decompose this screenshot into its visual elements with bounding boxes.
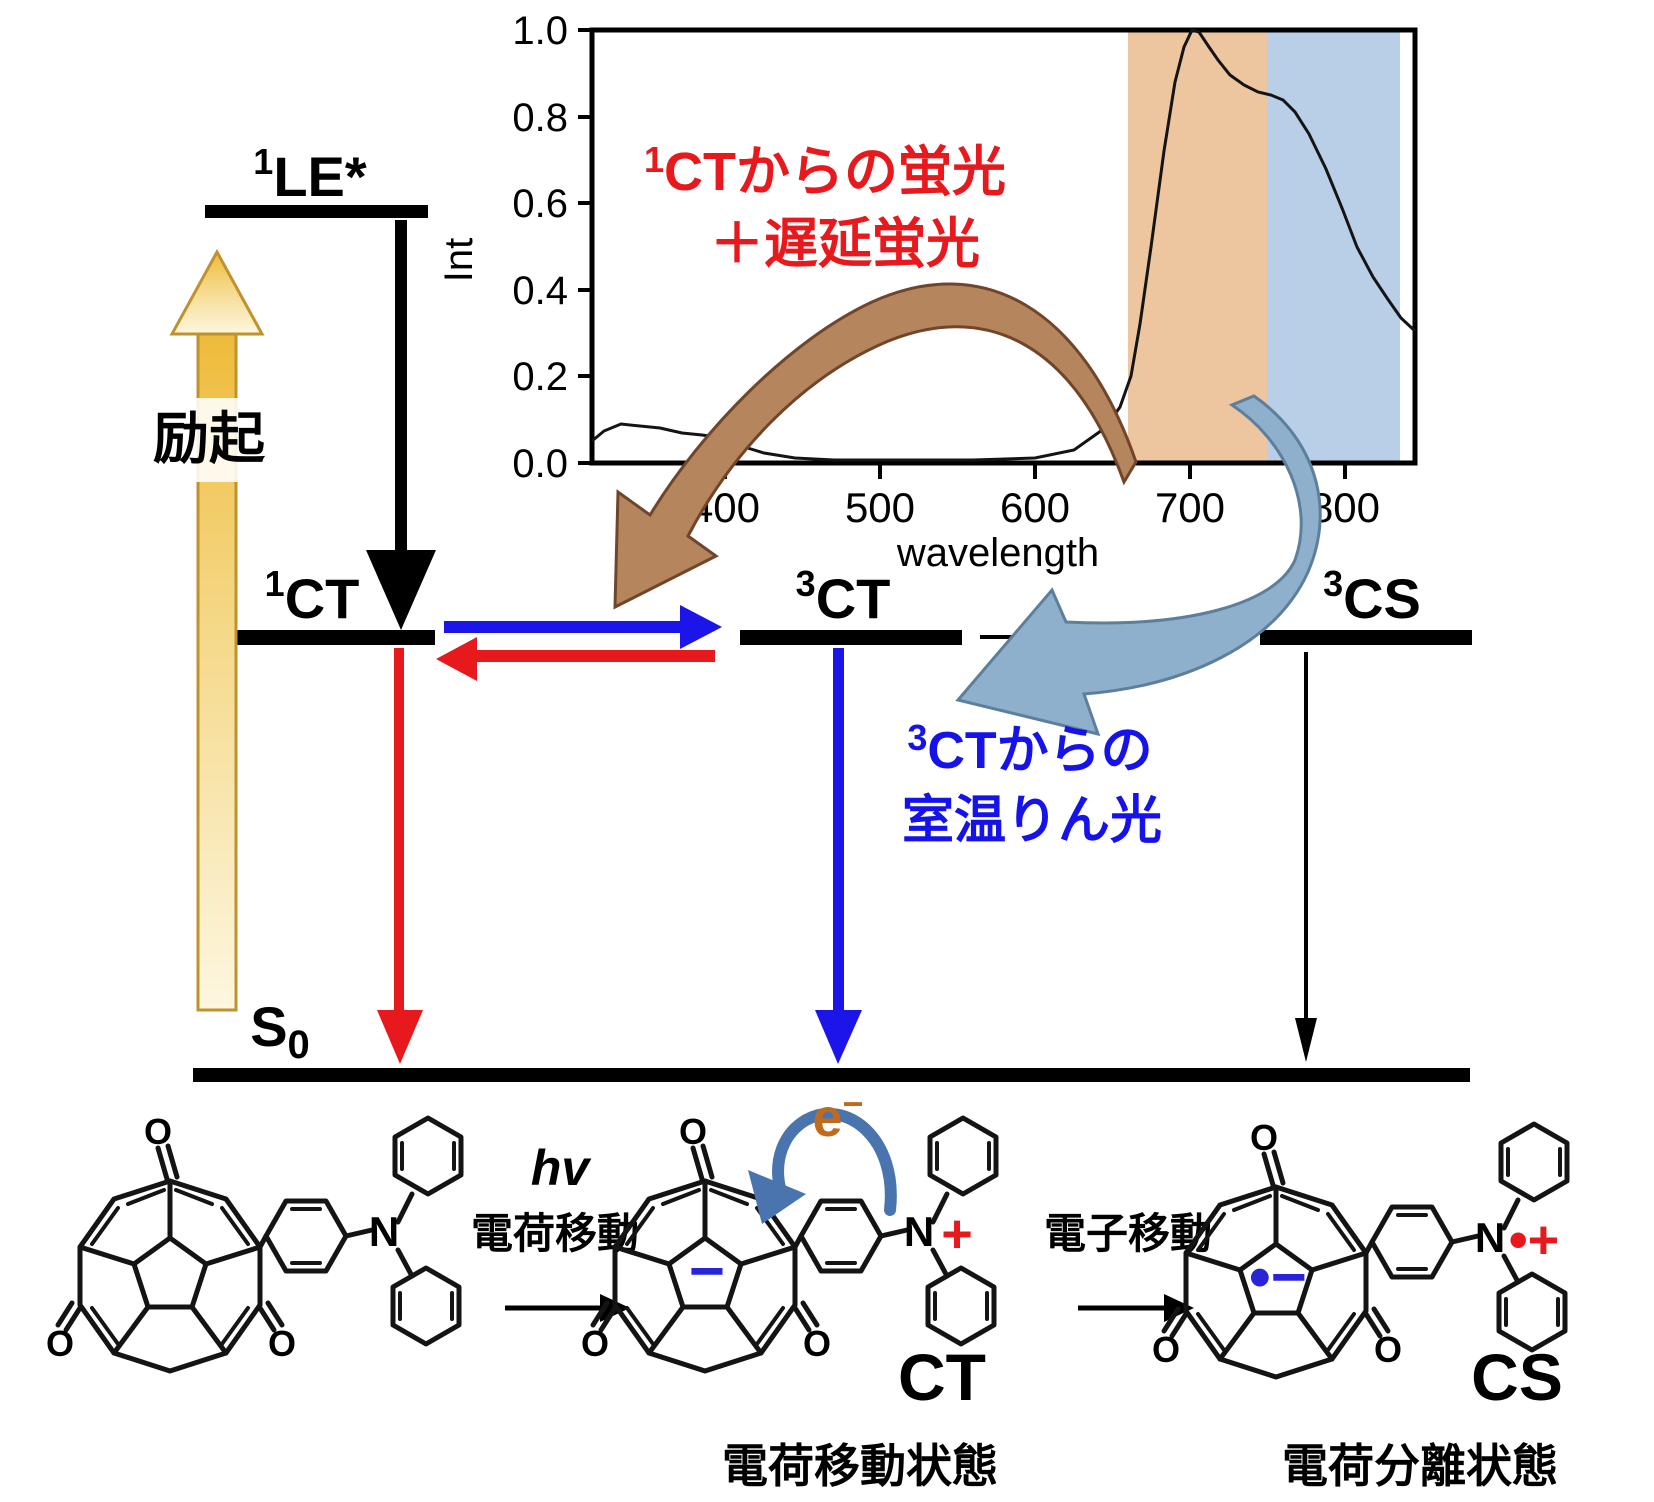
oxygen-atom-label: O (268, 1323, 296, 1364)
emission-spectrum-inset: 1.0 0.8 0.6 0.4 0.2 0.0 400 500 600 700 … (437, 9, 1418, 575)
level-label-s0: S0 (250, 995, 310, 1067)
oxygen-atom-label: O (679, 1111, 707, 1152)
molecule-ct-skeleton (593, 1118, 996, 1371)
negative-charge-label: − (689, 1237, 725, 1306)
y-tick-label: 0.2 (512, 355, 568, 399)
oxygen-atom-label: O (1152, 1329, 1180, 1370)
radical-cation-label: •+ (1509, 1210, 1559, 1270)
ic-arrow-shaft (395, 220, 407, 556)
level-label-3cs: 3CS (1323, 563, 1421, 630)
phosphorescence-arrow (815, 648, 862, 1064)
radical-anion-label: •− (1249, 1243, 1307, 1312)
molecule-cs-state: O O O N •− •+ CS 電荷分離状態 (1152, 1117, 1567, 1492)
risc-arrow-shaft (477, 650, 715, 662)
molecule-ct-state: O O O N − + e− CT 電荷移動状態 (581, 1083, 998, 1492)
level-label-1ct: 1CT (265, 563, 360, 630)
y-axis-ticks: 1.0 0.8 0.6 0.4 0.2 0.0 (512, 9, 592, 486)
electron-transfer-arc-head (748, 1170, 806, 1224)
risc-arrow (436, 637, 715, 681)
excitation-arrow-head (169, 248, 265, 336)
x-axis-title: wavelength (896, 531, 1099, 575)
phosphorescence-arrow-head (815, 1010, 862, 1064)
oxygen-atom-label: O (1250, 1117, 1278, 1158)
electron-label: e− (812, 1083, 863, 1148)
x-tick-label: 600 (1000, 484, 1070, 531)
nitrogen-atom-label: N (904, 1208, 934, 1255)
electron-transfer-arc (772, 1108, 897, 1216)
y-tick-label: 1.0 (512, 9, 568, 53)
ic-arrow-head (366, 550, 436, 630)
level-line-3cs (1260, 630, 1472, 645)
phosphorescence-note-line2: 室温りん光 (902, 792, 1162, 850)
level-line-s0 (193, 1068, 1470, 1082)
positive-charge-label: + (941, 1204, 973, 1264)
electron-transfer-label: 電子移動 (1044, 1210, 1212, 1257)
y-tick-label: 0.0 (512, 442, 568, 486)
level-label-3ct: 3CT (796, 563, 891, 630)
reaction-scheme: O O O N hv 電荷移動 O O O N − + e− CT 電荷移動状態 (46, 1083, 1567, 1492)
nitrogen-atom-label: N (369, 1208, 399, 1255)
excitation-label-chip (133, 398, 285, 482)
cs-state-caption: 電荷分離状態 (1282, 1440, 1558, 1492)
level-line-1ct (230, 630, 435, 645)
x-tick-label: 500 (845, 484, 915, 531)
level-line-3ct (740, 630, 962, 645)
excitation-arrow: 励起 (133, 248, 285, 1012)
ct-state-label: CT (898, 1340, 986, 1414)
phosphorescence-note-line1: 3CTからの (907, 717, 1152, 780)
oxygen-atom-label: O (803, 1323, 831, 1364)
y-axis-title: Int (437, 238, 481, 282)
energy-levels: 1LE* 1CT 3CT 3CS S0 (193, 141, 1472, 1082)
phosphorescence-band-highlight (1267, 30, 1400, 463)
fluorescence-note-line2: ＋遅延蛍光 (710, 214, 980, 274)
phosphorescence-arrow-shaft (833, 648, 844, 1012)
phosphorescence-region-callout-arrow (955, 394, 1322, 737)
molecule-neutral: O O O N (46, 1111, 461, 1371)
charge-transfer-label: 電荷移動 (471, 1210, 639, 1257)
isc-arrow-shaft (444, 621, 680, 633)
oxygen-atom-label: O (1374, 1329, 1402, 1370)
cs-decay-arrow (1295, 652, 1317, 1062)
ct-state-caption: 電荷移動状態 (722, 1440, 998, 1492)
x-tick-label: 700 (1155, 484, 1225, 531)
excitation-label: 励起 (153, 407, 266, 470)
y-tick-label: 0.8 (512, 96, 568, 140)
oxygen-atom-label: O (46, 1323, 74, 1364)
fluorescence-arrow-head (377, 1010, 423, 1064)
oxygen-atom-label: O (144, 1111, 172, 1152)
molecule-neutral-skeleton (58, 1118, 461, 1371)
plot-frame (589, 27, 1418, 466)
isc-arrow-head (680, 605, 722, 649)
y-tick-label: 0.4 (512, 269, 568, 313)
oxygen-atom-label: O (581, 1323, 609, 1364)
fluorescence-arrow (377, 648, 423, 1064)
y-tick-label: 0.6 (512, 182, 568, 226)
fluorescence-region-callout-arrow (613, 282, 1138, 610)
nitrogen-atom-label: N (1475, 1214, 1505, 1261)
fluorescence-note-line1: 1CTからの蛍光 (644, 139, 1006, 202)
transition-arrows: 励起 (133, 220, 1317, 1064)
fluorescence-arrow-shaft (394, 648, 404, 1012)
internal-conversion-arrow (366, 220, 436, 630)
cs-state-label: CS (1471, 1340, 1563, 1414)
level-line-1le (205, 205, 428, 218)
x-axis-ticks: 400 500 600 700 800 (690, 463, 1380, 531)
cs-decay-arrow-head (1295, 1018, 1317, 1062)
isc-arrow (444, 605, 722, 649)
risc-arrow-head (436, 637, 477, 681)
hv-label: hv (531, 1140, 593, 1196)
level-label-1le: 1LE* (253, 141, 367, 208)
